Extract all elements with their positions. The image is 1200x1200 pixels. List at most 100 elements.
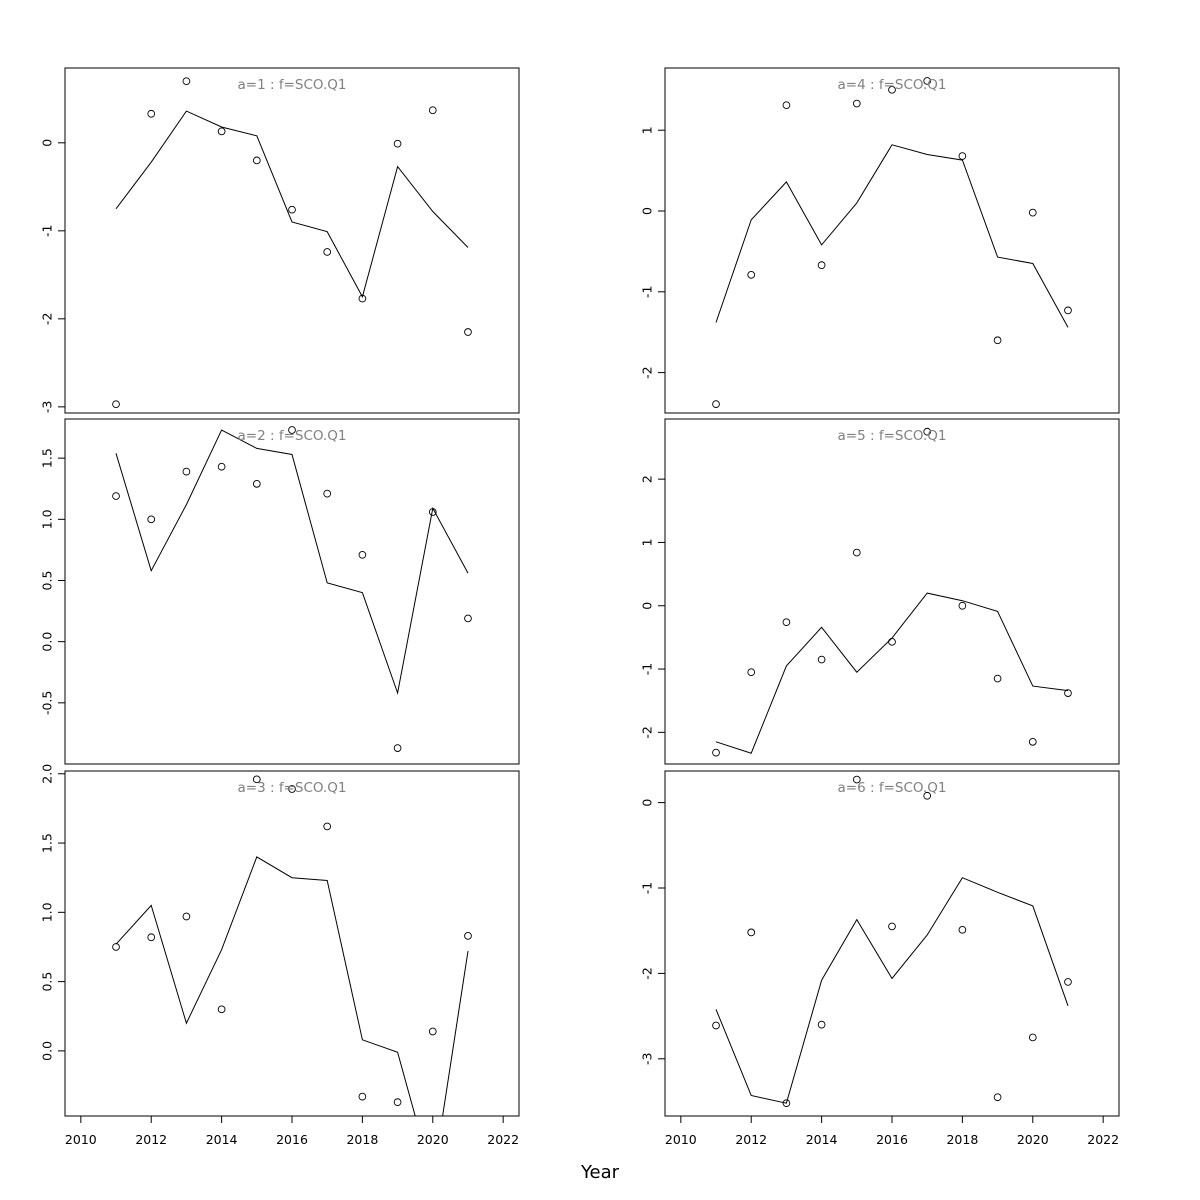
fitted-line [115, 856, 469, 1116]
observed-point [252, 775, 261, 784]
observed-point [252, 479, 261, 488]
y-tick-label: 0.0 [40, 1041, 55, 1061]
observed-point [712, 400, 720, 408]
observed-point [112, 400, 120, 409]
observed-point [1064, 978, 1072, 986]
panel-frame [664, 418, 1120, 765]
observed-point [888, 637, 896, 646]
observed-point [993, 674, 1002, 683]
observed-point [323, 489, 332, 498]
observed-point [323, 248, 332, 256]
observed-point [888, 85, 896, 94]
observed-point [217, 1005, 226, 1014]
observed-point [182, 77, 191, 86]
observed-point [323, 822, 332, 831]
observed-point [112, 492, 120, 500]
observed-point [817, 1020, 826, 1029]
x-tick-label: 2012 [135, 1132, 167, 1147]
x-tick-label: 2020 [417, 1132, 449, 1147]
y-tick-label: 2 [640, 475, 655, 483]
y-tick-label: -1 [640, 663, 655, 675]
observed-point [288, 426, 296, 434]
observed-point [288, 205, 296, 214]
observed-point [464, 614, 472, 623]
observed-point [252, 156, 261, 165]
y-tick-label: 0.0 [40, 632, 55, 652]
fitted-line [715, 877, 1069, 1104]
y-tick-label: -0.5 [40, 691, 55, 715]
y-tick-label: 1.5 [40, 448, 55, 468]
panel-3: 1.5 1.0 0.5 0.0 -0.5 a=2 : f=SCO.Q1 [40, 418, 520, 765]
fitted-line [115, 429, 469, 695]
panel-title: a=4 : f=SCO.Q1 [838, 77, 947, 93]
observed-point [182, 912, 191, 921]
observed-point [852, 548, 861, 557]
x-tick-label: 2018 [346, 1132, 378, 1147]
y-tick-label: 2.0 [40, 764, 55, 784]
x-tick-label: 2014 [206, 1132, 238, 1147]
observed-point [393, 139, 402, 148]
x-tick-label: 2012 [735, 1132, 767, 1147]
y-tick-label: -3 [40, 401, 55, 413]
panel-title: a=2 : f=SCO.Q1 [238, 428, 347, 444]
observed-point [747, 270, 756, 279]
observed-point [958, 925, 967, 934]
observed-point [112, 943, 120, 951]
observed-point [393, 744, 402, 752]
observed-point [817, 655, 826, 664]
observed-point [147, 515, 156, 524]
fitted-line [115, 110, 469, 299]
x-tick-label: 2010 [665, 1132, 697, 1147]
y-tick-label: 0 [640, 799, 655, 807]
panel-6: 0 -1 -2 -3 2010 2012 2014 2016 2018 2020 2022 a=6 :… [640, 770, 1120, 1147]
observed-point [817, 261, 826, 269]
y-tick-label: 1.5 [40, 833, 55, 853]
observed-point [358, 1092, 367, 1101]
y-tick-label: 0 [640, 602, 655, 610]
observed-point [393, 1098, 402, 1106]
y-tick-label: 0 [640, 207, 655, 215]
panel-frame [64, 418, 520, 765]
observed-point [712, 748, 720, 757]
observed-point [958, 152, 967, 160]
panel-4: 2 1 0 -1 -2 a=5 : f=SCO.Q1 [640, 418, 1120, 765]
y-tick-label: -1 [640, 882, 655, 894]
observed-point [1064, 306, 1072, 315]
y-tick-label: 1.0 [40, 509, 55, 529]
x-tick-label: 2010 [65, 1132, 97, 1147]
observed-point [1028, 208, 1037, 217]
observed-point [428, 508, 437, 516]
observed-point [428, 1027, 437, 1036]
panel-frame [664, 67, 1120, 414]
y-tick-label: -1 [40, 225, 55, 237]
y-tick-label: -2 [640, 366, 655, 378]
observed-point [147, 109, 156, 118]
observed-point [923, 427, 932, 436]
observed-point [993, 1093, 1002, 1102]
y-tick-label: -2 [640, 967, 655, 979]
y-tick-label: 0.5 [40, 972, 55, 992]
observed-point [747, 668, 756, 677]
panel-1: 0 -1 -2 -3 a=1 : f=SCO.Q1 [40, 67, 520, 414]
observed-point [782, 101, 791, 110]
observed-point [1064, 689, 1072, 697]
y-tick-label: 0.5 [40, 571, 55, 591]
observed-point [852, 99, 861, 108]
observed-point [358, 294, 367, 303]
observed-point [358, 550, 367, 559]
panel-2: 1 0 -1 -2 a=4 : f=SCO.Q1 [640, 67, 1120, 414]
panel-frame [64, 67, 520, 414]
observed-point [958, 601, 967, 610]
x-tick-label: 2018 [946, 1132, 978, 1147]
chart-panels: 0 -1 -2 -3 a=1 : f=SCO.Q1 1 0 -1 -2 a=4 : f=SCO.Q… [40, 67, 1120, 1147]
y-tick-label: 1 [640, 538, 655, 546]
observed-point [923, 77, 932, 85]
x-axis-label: Year [580, 1162, 620, 1183]
observed-point [923, 791, 932, 800]
panel-title: a=6 : f=SCO.Q1 [838, 780, 947, 796]
y-tick-label: -3 [640, 1053, 655, 1065]
panel-5: 2.0 1.5 1.0 0.5 0.0 2010 2012 2014 2016 2018 2020 2… [40, 764, 520, 1147]
observed-point [182, 467, 191, 476]
observed-point [1028, 1033, 1037, 1042]
